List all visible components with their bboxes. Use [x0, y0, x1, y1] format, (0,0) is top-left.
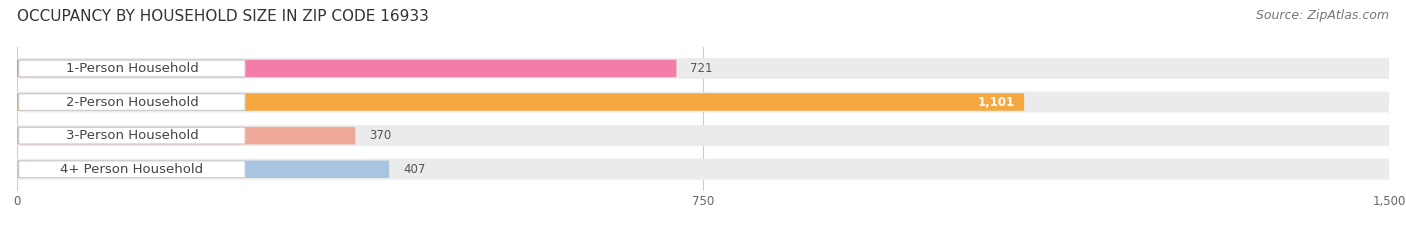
- Text: OCCUPANCY BY HOUSEHOLD SIZE IN ZIP CODE 16933: OCCUPANCY BY HOUSEHOLD SIZE IN ZIP CODE …: [17, 9, 429, 24]
- FancyBboxPatch shape: [17, 60, 676, 77]
- Text: 370: 370: [370, 129, 391, 142]
- FancyBboxPatch shape: [18, 161, 245, 178]
- FancyBboxPatch shape: [969, 95, 1024, 110]
- FancyBboxPatch shape: [18, 127, 245, 144]
- FancyBboxPatch shape: [17, 161, 389, 178]
- Text: 407: 407: [404, 163, 425, 176]
- FancyBboxPatch shape: [18, 94, 245, 110]
- FancyBboxPatch shape: [17, 127, 356, 144]
- Text: 1-Person Household: 1-Person Household: [66, 62, 198, 75]
- FancyBboxPatch shape: [17, 92, 1389, 113]
- Text: 2-Person Household: 2-Person Household: [66, 96, 198, 109]
- Text: 1,101: 1,101: [979, 96, 1015, 109]
- FancyBboxPatch shape: [17, 125, 1389, 146]
- Text: 4+ Person Household: 4+ Person Household: [60, 163, 204, 176]
- Text: Source: ZipAtlas.com: Source: ZipAtlas.com: [1256, 9, 1389, 22]
- FancyBboxPatch shape: [17, 58, 1389, 79]
- FancyBboxPatch shape: [17, 159, 1389, 180]
- FancyBboxPatch shape: [17, 93, 1024, 111]
- Text: 3-Person Household: 3-Person Household: [66, 129, 198, 142]
- Text: 721: 721: [690, 62, 713, 75]
- FancyBboxPatch shape: [18, 60, 245, 77]
